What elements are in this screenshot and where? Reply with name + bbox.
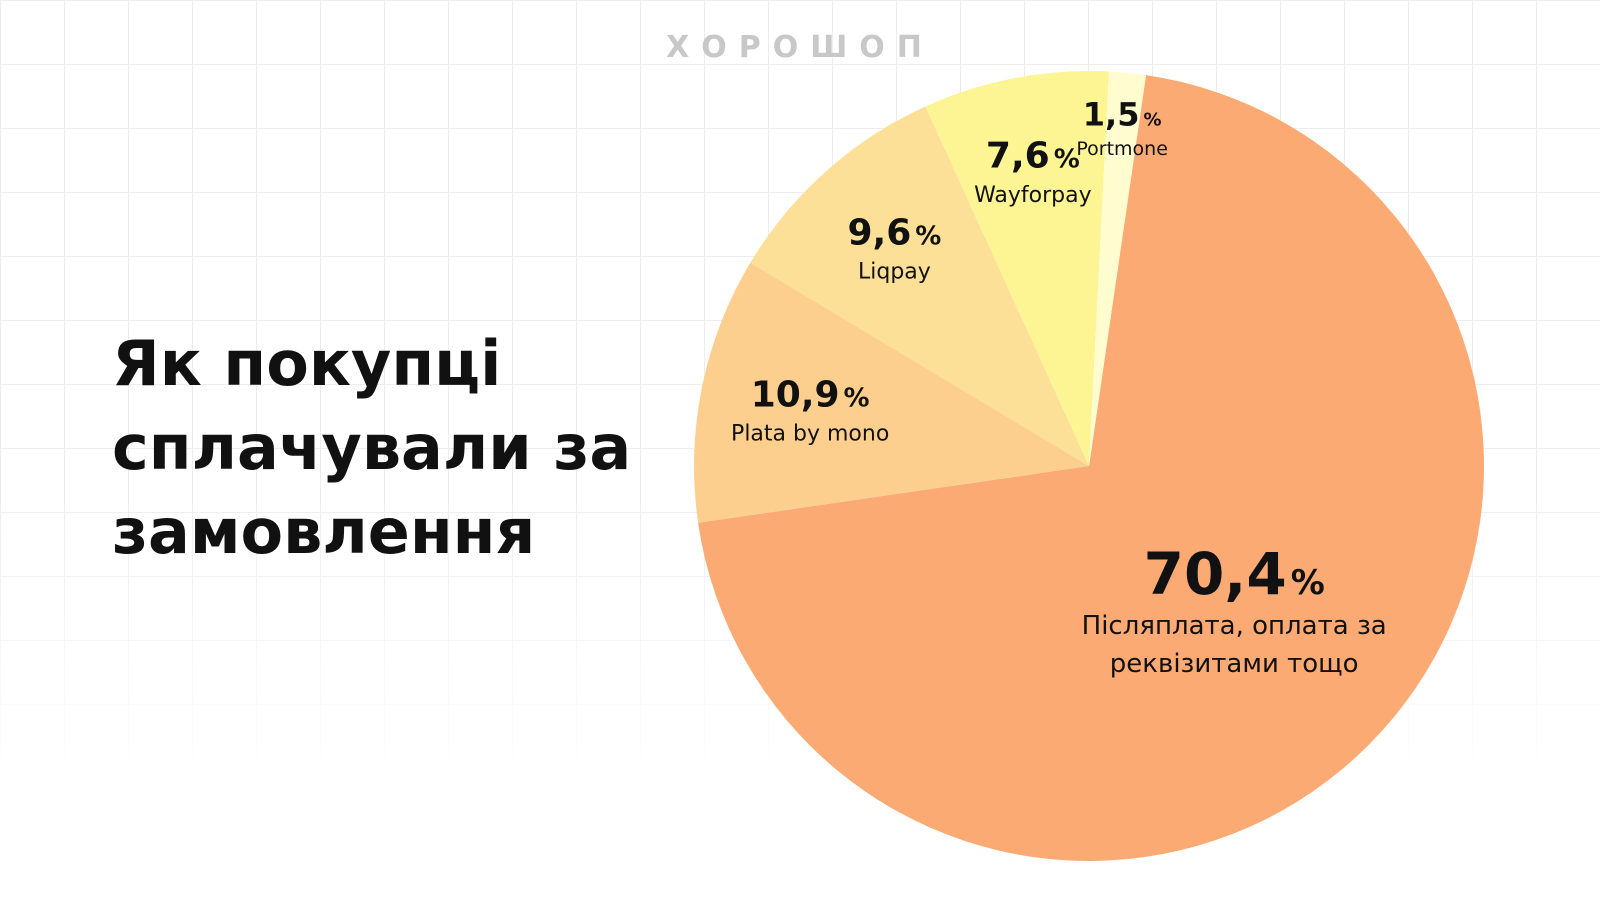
slice-label-1-line-2: реквізитами тощо (1110, 649, 1359, 679)
brand-logo: ХОРОШОП (666, 30, 934, 65)
slice-value-2: 10,9% (751, 375, 870, 416)
pie-slice-3 (750, 106, 1089, 467)
slice-value-1: 70,4% (1144, 540, 1325, 608)
pie-slice-1 (698, 75, 1484, 862)
slice-label-2-line-1: Plata by mono (731, 422, 889, 447)
chart-title: Як покупці сплачували за замовлення (112, 322, 672, 574)
title-line-1: Як покупці (112, 327, 502, 400)
title-line-2: сплачували за (112, 411, 632, 484)
pie-slice-5 (1089, 71, 1147, 466)
slice-value-5: 1,5% (1083, 95, 1162, 133)
slice-label-1-line-1: Післяплата, оплата за (1082, 611, 1387, 641)
title-line-3: замовлення (112, 495, 536, 568)
slice-label-5-line-1: Portmone (1076, 138, 1168, 160)
pie-labels: 70,4 %Післяплата, оплата за реквізитами то… (731, 95, 1387, 679)
slice-label-3-line-1: Liqpay (858, 260, 931, 285)
slice-label-4-line-1: Wayforpay (974, 183, 1092, 208)
pie-slices (694, 70, 1484, 862)
pie-slice-4 (925, 70, 1109, 466)
slice-value-4: 7,6% (986, 136, 1080, 177)
pie-slice-2 (694, 262, 1089, 523)
slice-value-3: 9,6% (847, 213, 941, 254)
